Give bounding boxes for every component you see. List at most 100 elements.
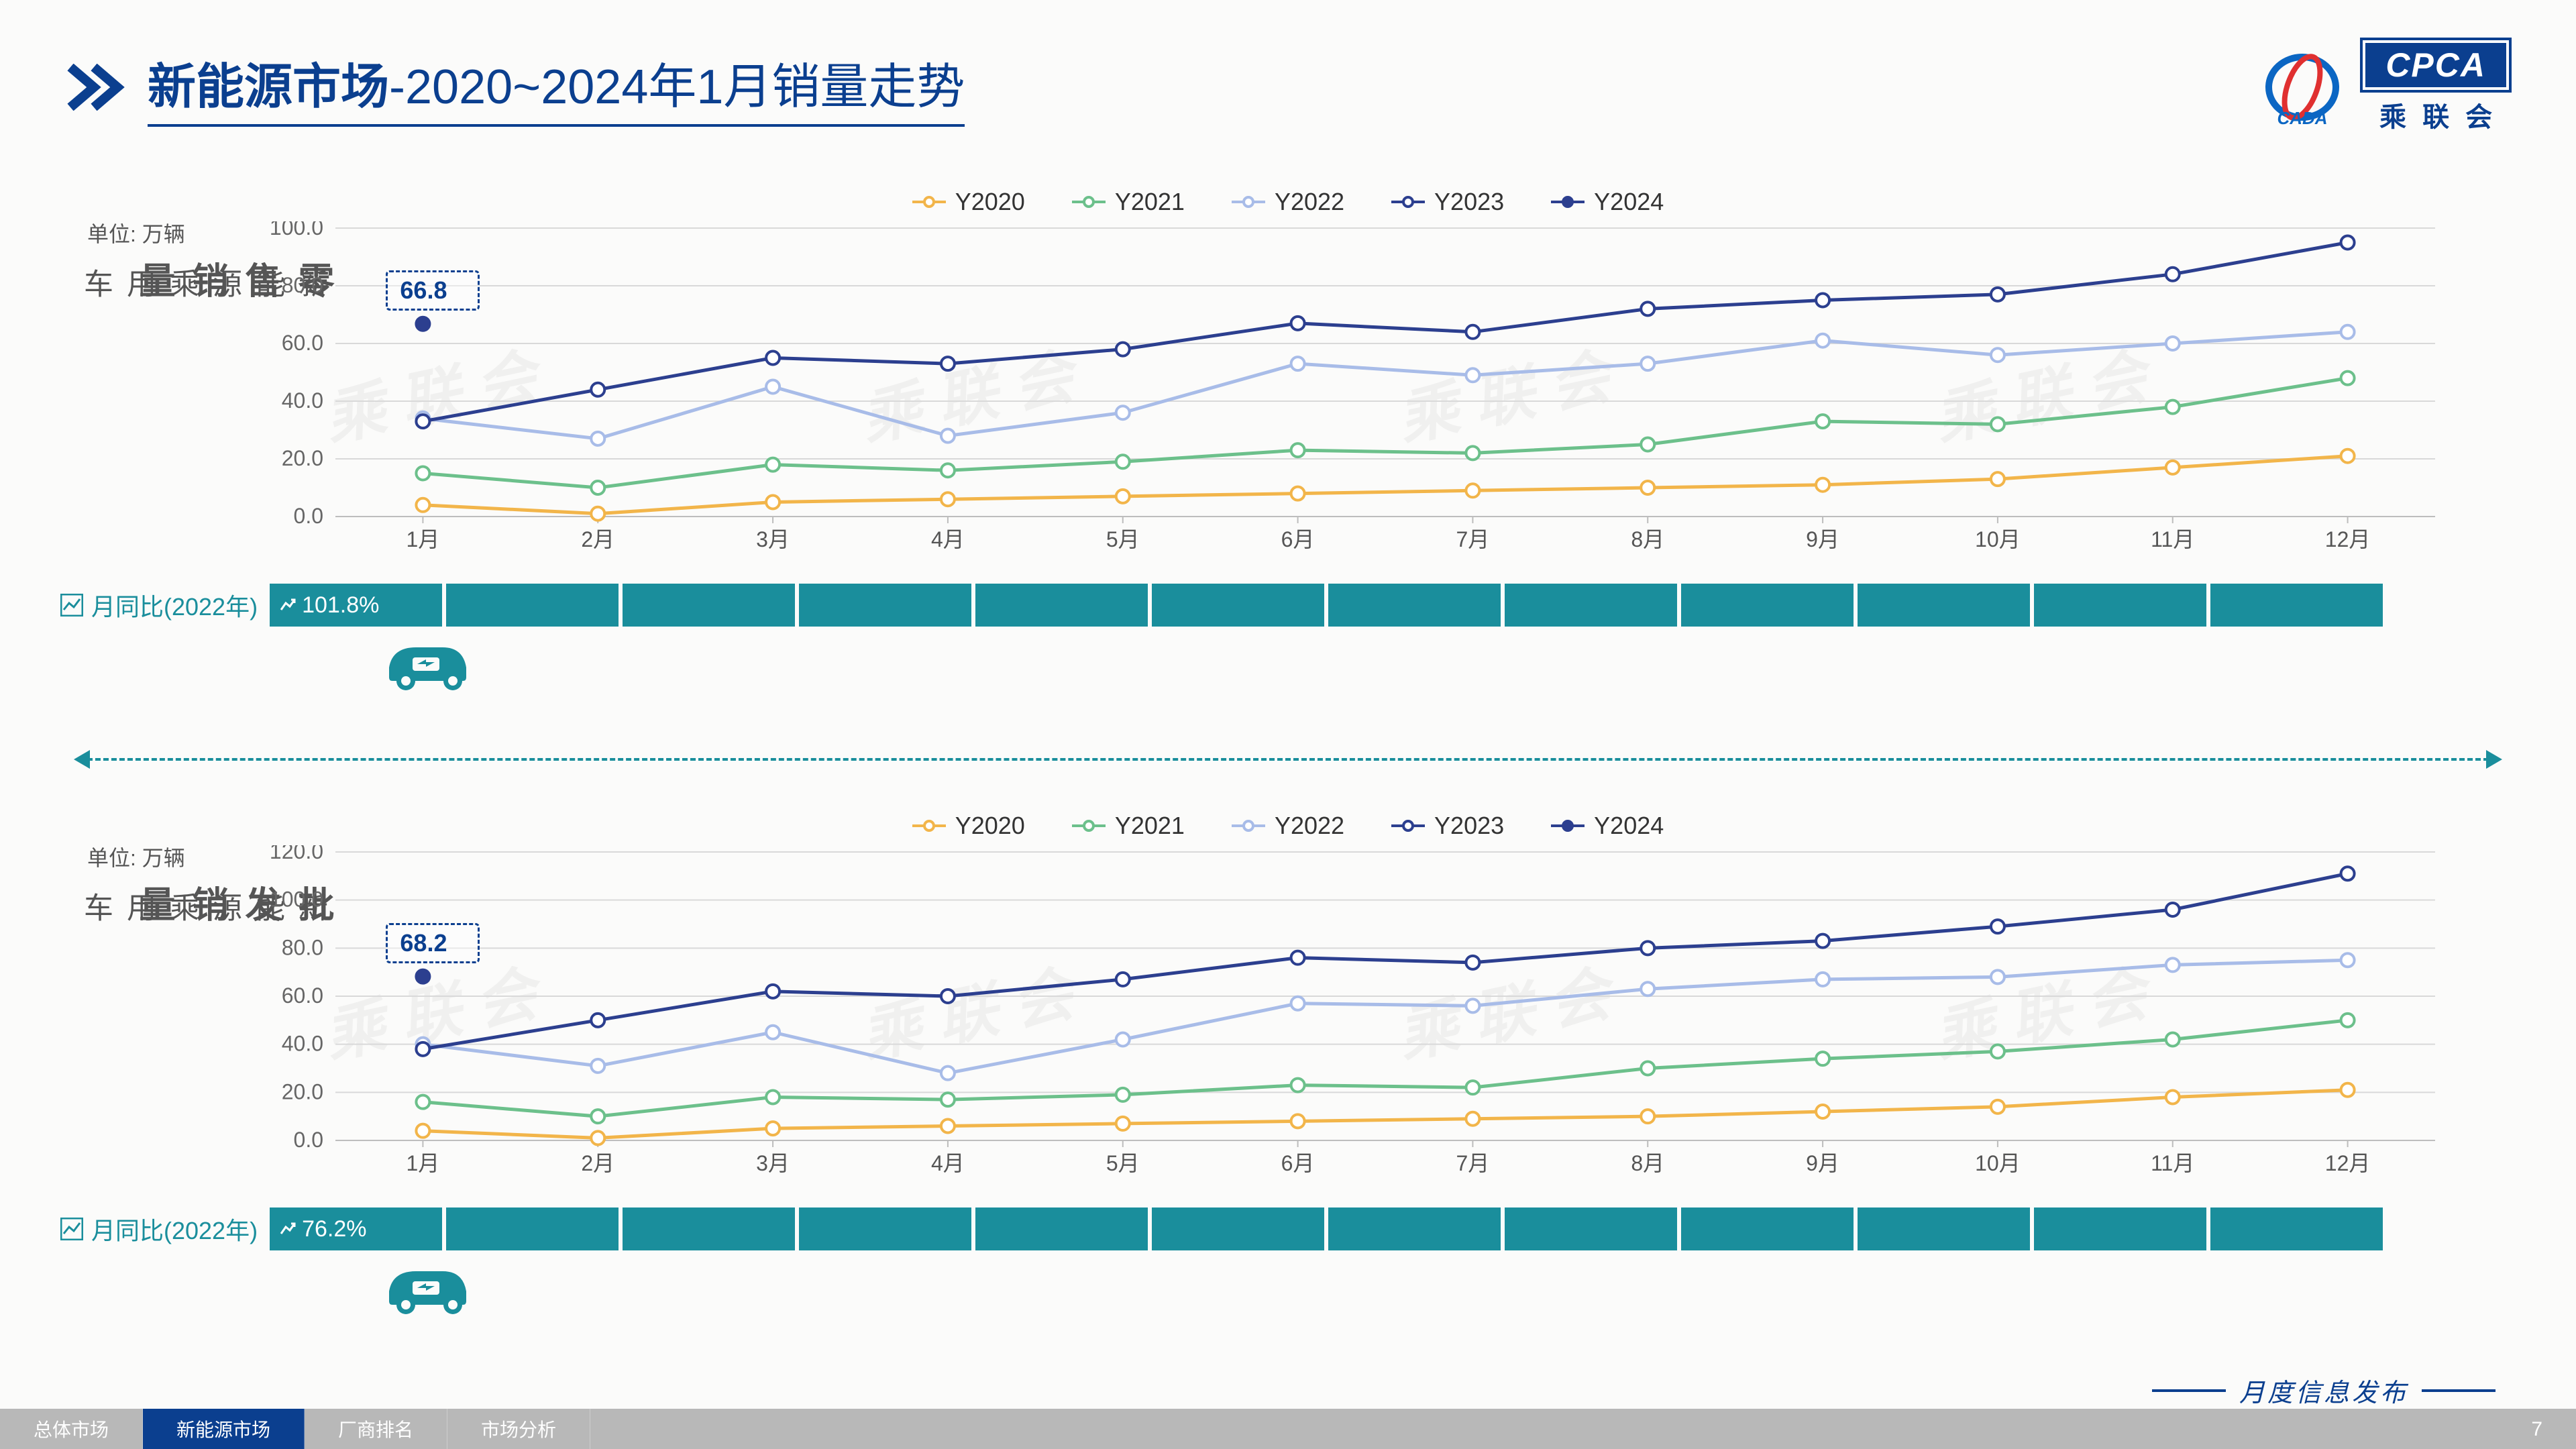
svg-text:80.0: 80.0 [282, 273, 323, 297]
legend-item: Y2024 [1551, 188, 1664, 216]
yoy-cell [1858, 1208, 2030, 1250]
wholesale-chart-canvas: 0.020.040.060.080.0100.0120.01月2月3月4月5月6… [262, 845, 2449, 1181]
svg-text:2月: 2月 [581, 527, 614, 551]
yoy-cell [2210, 584, 2383, 627]
footer-tab[interactable]: 总体市场 [0, 1409, 143, 1449]
svg-text:1月: 1月 [407, 527, 440, 551]
yoy-cells-retail: 101.8% [270, 584, 2383, 627]
cada-logo-icon: CADA [2262, 47, 2343, 127]
title-row: 新能源市场-2020~2024年1月销量走势 [67, 47, 965, 127]
retail-chart-canvas: 0.020.040.060.080.0100.01月2月3月4月5月6月7月8月… [262, 221, 2449, 557]
svg-text:0.0: 0.0 [294, 504, 323, 528]
yoy-cell [1152, 1208, 1324, 1250]
yoy-cell [446, 584, 619, 627]
yoy-row-retail: 月同比(2022年) 101.8% [60, 584, 2383, 627]
svg-text:12月: 12月 [2325, 527, 2371, 551]
svg-text:60.0: 60.0 [282, 331, 323, 355]
svg-text:4月: 4月 [931, 1151, 965, 1175]
yoy-cell [1505, 1208, 1677, 1250]
yoy-cell [1858, 584, 2030, 627]
yoy-cell: 76.2% [270, 1208, 442, 1250]
svg-text:3月: 3月 [756, 527, 790, 551]
svg-text:10月: 10月 [1975, 1151, 2021, 1175]
unit-label-wholesale: 单位: 万辆 [87, 841, 185, 872]
legend-item: Y2023 [1391, 188, 1504, 216]
svg-text:100.0: 100.0 [270, 221, 323, 239]
yoy-row-wholesale: 月同比(2022年) 76.2% [60, 1208, 2383, 1250]
page-title: 新能源市场-2020~2024年1月销量走势 [148, 47, 965, 127]
footer-tab[interactable]: 新能源市场 [143, 1409, 305, 1449]
legend-item: Y2021 [1072, 812, 1185, 840]
svg-text:8月: 8月 [1631, 527, 1664, 551]
yoy-label-wholesale: 月同比(2022年) [60, 1212, 258, 1246]
svg-text:20.0: 20.0 [282, 446, 323, 470]
yoy-cell [2034, 584, 2206, 627]
legend-item: Y2020 [912, 188, 1025, 216]
legend-item: Y2022 [1232, 188, 1344, 216]
svg-text:0.0: 0.0 [294, 1128, 323, 1152]
slide: 新能源市场-2020~2024年1月销量走势 CADA CPCA 乘联会 乘 联… [0, 0, 2576, 1449]
svg-text:60.0: 60.0 [282, 983, 323, 1008]
car-icon [376, 631, 476, 694]
yoy-cell [446, 1208, 619, 1250]
yoy-cell: 101.8% [270, 584, 442, 627]
yoy-cell [975, 584, 1148, 627]
yoy-cell [799, 1208, 971, 1250]
svg-text:20.0: 20.0 [282, 1079, 323, 1104]
title-light: -2020~2024年1月销量走势 [389, 60, 965, 114]
footer-tab[interactable]: 厂商排名 [305, 1409, 447, 1449]
svg-text:40.0: 40.0 [282, 1032, 323, 1056]
footer-tabs: 总体市场新能源市场厂商排名市场分析 [0, 1409, 590, 1449]
footer-right: 月度信息发布 [2152, 1372, 2496, 1409]
svg-text:11月: 11月 [2151, 1151, 2194, 1175]
svg-text:1月: 1月 [407, 1151, 440, 1175]
svg-text:2月: 2月 [581, 1151, 614, 1175]
legend-item: Y2023 [1391, 812, 1504, 840]
svg-text:6月: 6月 [1281, 1151, 1315, 1175]
cpca-badge: CPCA [2363, 40, 2509, 90]
svg-text:3月: 3月 [756, 1151, 790, 1175]
chevron-icon [67, 64, 127, 111]
yoy-cell [623, 584, 795, 627]
svg-text:10月: 10月 [1975, 527, 2021, 551]
yoy-label-retail: 月同比(2022年) [60, 588, 258, 623]
svg-text:6月: 6月 [1281, 527, 1315, 551]
yoy-label-text-wholesale: 月同比(2022年) [91, 1212, 258, 1246]
cpca-subtitle: 乘联会 [2379, 95, 2508, 134]
yoy-cell [2210, 1208, 2383, 1250]
yoy-cell [1328, 1208, 1501, 1250]
wholesale-chart-block: Y2020Y2021Y2022Y2023Y2024 单位: 万辆 新能源乘用车 … [87, 812, 2489, 847]
yoy-cell [1681, 584, 1854, 627]
yoy-cells-wholesale: 76.2% [270, 1208, 2383, 1250]
yoy-cell [975, 1208, 1148, 1250]
title-bold: 新能源市场 [148, 60, 389, 114]
yoy-cell [1505, 584, 1677, 627]
cpca-logo: CPCA 乘联会 [2363, 40, 2509, 134]
yoy-cell [2034, 1208, 2206, 1250]
yoy-cell [1681, 1208, 1854, 1250]
car-icon [376, 1254, 476, 1318]
logo-area: CADA CPCA 乘联会 [2262, 40, 2509, 134]
svg-text:9月: 9月 [1806, 1151, 1839, 1175]
svg-text:80.0: 80.0 [282, 935, 323, 959]
yoy-cell [1328, 584, 1501, 627]
svg-text:9月: 9月 [1806, 527, 1839, 551]
callout-value: 66.8 [386, 270, 480, 311]
svg-text:12月: 12月 [2325, 1151, 2371, 1175]
retail-chart-block: Y2020Y2021Y2022Y2023Y2024 单位: 万辆 新能源乘用车 … [87, 188, 2489, 223]
svg-text:7月: 7月 [1456, 527, 1490, 551]
unit-label-retail: 单位: 万辆 [87, 217, 185, 248]
callout-value: 68.2 [386, 923, 480, 963]
svg-text:CADA: CADA [2277, 108, 2328, 127]
svg-text:11月: 11月 [2151, 527, 2194, 551]
legend-retail: Y2020 Y2021 Y2022 Y2023 Y2024 [87, 188, 2489, 216]
yoy-cell [799, 584, 971, 627]
svg-text:120.0: 120.0 [270, 845, 323, 863]
yoy-label-text-retail: 月同比(2022年) [91, 588, 258, 623]
footer-tab[interactable]: 市场分析 [447, 1409, 590, 1449]
legend-item: Y2021 [1072, 188, 1185, 216]
svg-text:4月: 4月 [931, 527, 965, 551]
footer-bar: 总体市场新能源市场厂商排名市场分析 7 [0, 1409, 2576, 1449]
legend-item: Y2022 [1232, 812, 1344, 840]
svg-text:5月: 5月 [1106, 527, 1140, 551]
